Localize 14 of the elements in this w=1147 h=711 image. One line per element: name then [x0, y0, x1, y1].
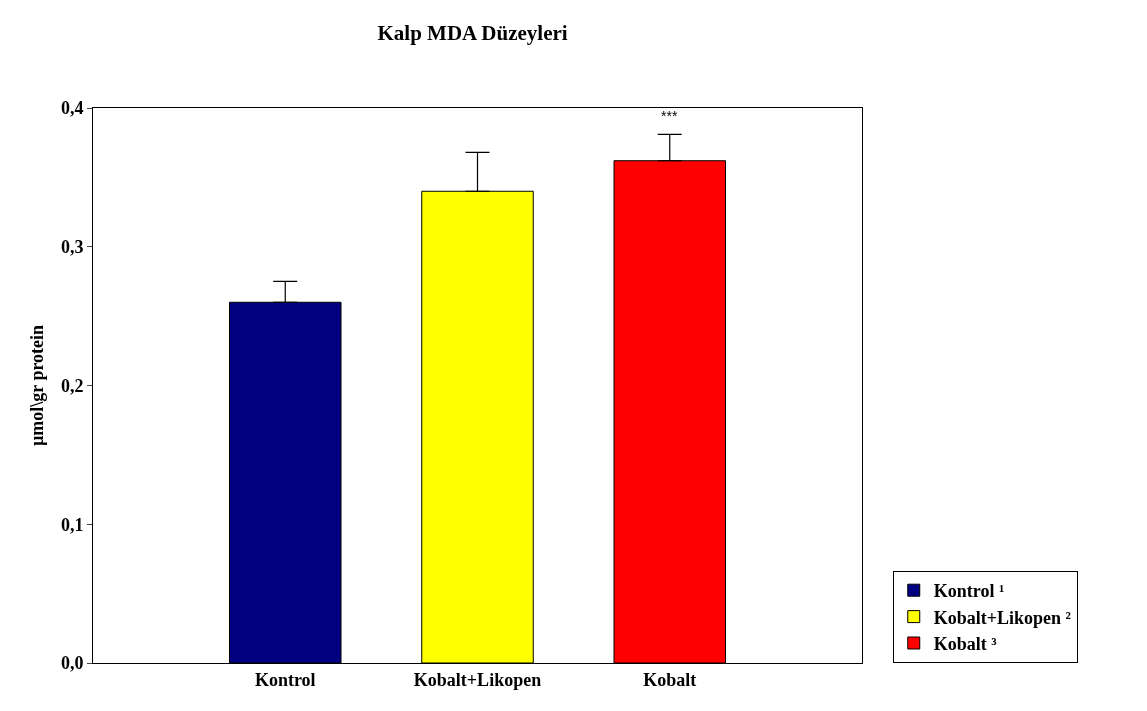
chart-title: Kalp MDA Düzeyleri: [377, 20, 568, 45]
legend-label: Kobalt ³: [933, 634, 998, 655]
annotation: ***: [661, 108, 678, 124]
x-tick-label: Kontrol: [254, 669, 316, 690]
y-tick-label: 0,3: [60, 237, 84, 258]
x-tick-label: Kobalt+Likopen: [413, 669, 542, 690]
y-tick-label: 0,4: [60, 98, 84, 119]
y-tick-label: 0,2: [60, 375, 84, 396]
y-tick-label: 0,0: [60, 653, 84, 674]
x-tick-label: Kobalt: [643, 669, 697, 690]
y-axis-title: µmol\gr protein: [27, 324, 48, 447]
legend-label: Kobalt+Likopen ²: [933, 607, 1071, 628]
legend-label: Kontrol ¹: [933, 581, 1005, 602]
y-tick-label: 0,1: [60, 514, 84, 535]
